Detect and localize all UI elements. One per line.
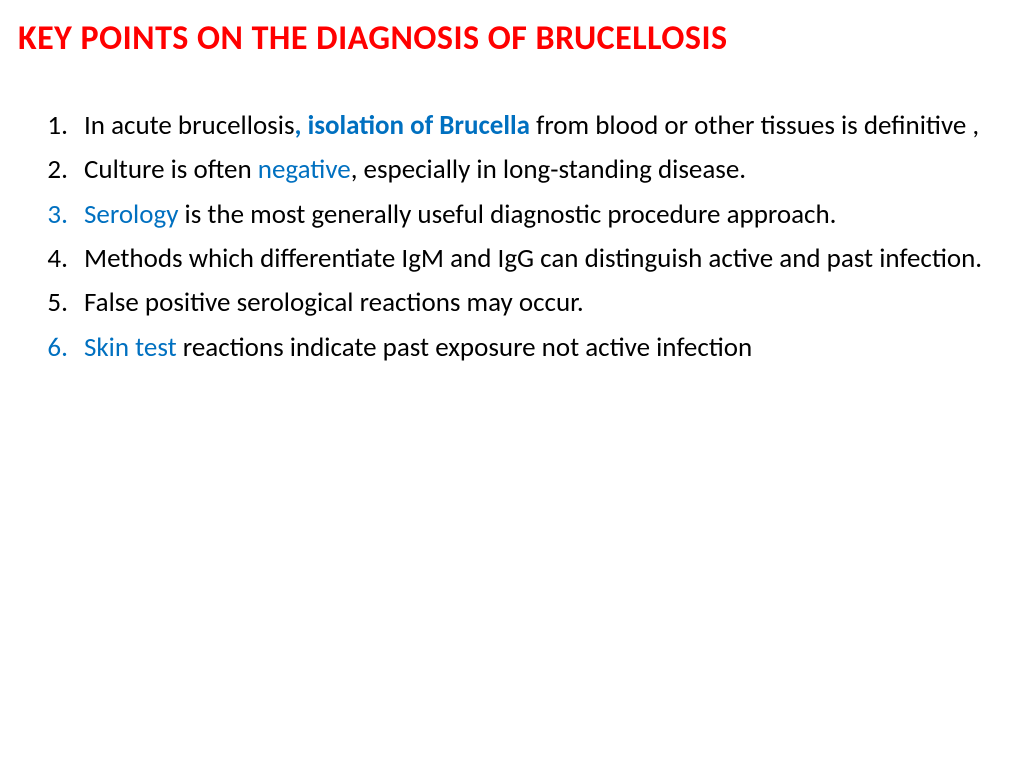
key-point-text: Serology is the most generally useful di… (84, 198, 836, 231)
key-point-text: Culture is often negative, especially in… (84, 153, 746, 186)
key-point-item: Culture is often negative, especially in… (74, 151, 1004, 189)
body-text: , especially in long-standing disease. (351, 153, 746, 186)
key-point-item: In acute brucellosis, isolation of Bruce… (74, 107, 1004, 145)
highlight-text: Serology (84, 198, 185, 231)
key-point-item: Serology is the most generally useful di… (74, 196, 1004, 234)
key-points-list: In acute brucellosis, isolation of Bruce… (18, 107, 1004, 367)
key-point-text: In acute brucellosis, isolation of Bruce… (84, 109, 979, 142)
key-point-text: Skin test reactions indicate past exposu… (84, 331, 752, 364)
key-point-item: False positive serological reactions may… (74, 284, 1004, 322)
body-text: reactions indicate past exposure not act… (183, 331, 752, 364)
body-text: In acute brucellosis (84, 109, 295, 142)
key-point-text: False positive serological reactions may… (84, 286, 584, 319)
body-text: Culture is often (84, 153, 258, 186)
key-point-item: Skin test reactions indicate past exposu… (74, 329, 1004, 367)
slide-title: KEY POINTS ON THE DIAGNOSIS OF BRUCELLOS… (18, 18, 1004, 59)
body-text: is the most generally useful diagnostic … (185, 198, 837, 231)
key-point-text: Methods which differentiate IgM and IgG … (84, 242, 982, 275)
highlight-text: negative (258, 153, 351, 186)
body-text: Methods which differentiate IgM and IgG … (84, 242, 982, 275)
highlight-text: , isolation of Brucella (295, 109, 537, 142)
highlight-text: Skin test (84, 331, 183, 364)
key-point-item: Methods which differentiate IgM and IgG … (74, 240, 1004, 278)
body-text: False positive serological reactions may… (84, 286, 584, 319)
body-text: from blood or other tissues is definitiv… (536, 109, 979, 142)
